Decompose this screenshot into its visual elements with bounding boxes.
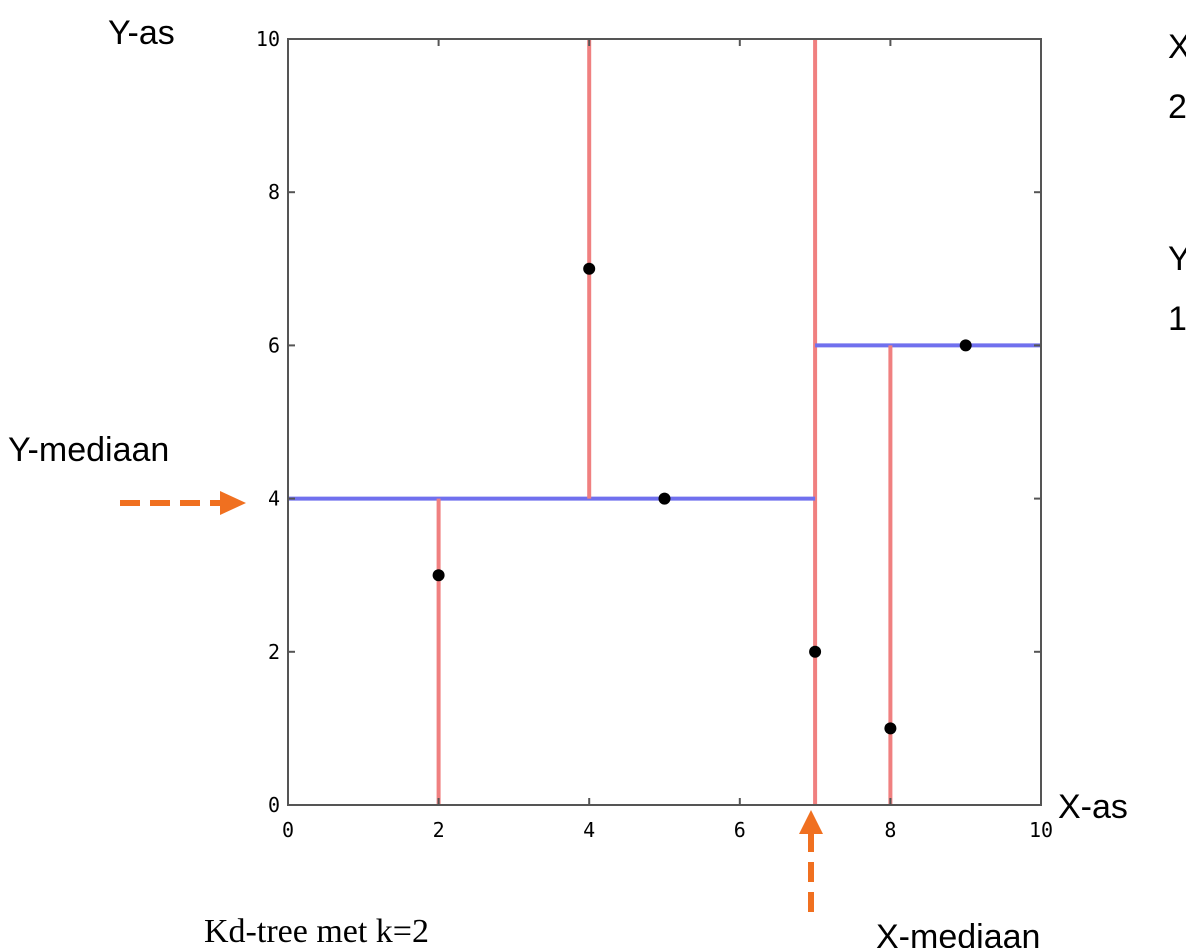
data-point (658, 492, 671, 505)
y-tick-label: 8 (268, 180, 280, 204)
data-point (809, 645, 822, 658)
x-median-arrow-head (799, 810, 823, 834)
side-text-line-3: Y (1168, 240, 1186, 278)
y-median-arrow-head (220, 491, 246, 515)
y-tick-label: 6 (268, 333, 280, 357)
side-text-line-4: 1 (1168, 300, 1186, 338)
x-axis-label: X-as (1058, 788, 1128, 826)
x-tick-label: 0 (282, 818, 294, 842)
tick-labels: 0 2 4 6 8 10 0 2 4 6 8 10 (256, 27, 1053, 842)
x-median-label: X-mediaan (876, 918, 1040, 948)
y-tick-label: 2 (268, 640, 280, 664)
y-median-label: Y-mediaan (8, 431, 169, 469)
x-tick-label: 2 (433, 818, 445, 842)
x-tick-label: 6 (734, 818, 746, 842)
data-point (884, 722, 897, 735)
data-point (432, 569, 445, 582)
chart-caption: Kd-tree met k=2 (204, 913, 429, 948)
y-tick-label: 0 (268, 793, 280, 817)
x-tick-label: 8 (884, 818, 896, 842)
y-median-arrow (120, 491, 246, 515)
side-text-line-2: 2 (1168, 88, 1186, 126)
y-tick-label: 10 (256, 27, 280, 51)
axis-ticks (288, 39, 1041, 805)
split-lines (288, 39, 1041, 805)
data-point (959, 339, 972, 352)
side-text-line-1: X (1168, 28, 1186, 66)
data-point (583, 262, 596, 275)
y-tick-label: 4 (268, 487, 280, 511)
data-points (432, 262, 972, 735)
x-tick-label: 10 (1029, 818, 1053, 842)
y-axis-label: Y-as (108, 14, 175, 52)
x-median-arrow (799, 810, 823, 912)
plot-frame (287, 38, 1042, 806)
x-tick-label: 4 (583, 818, 595, 842)
